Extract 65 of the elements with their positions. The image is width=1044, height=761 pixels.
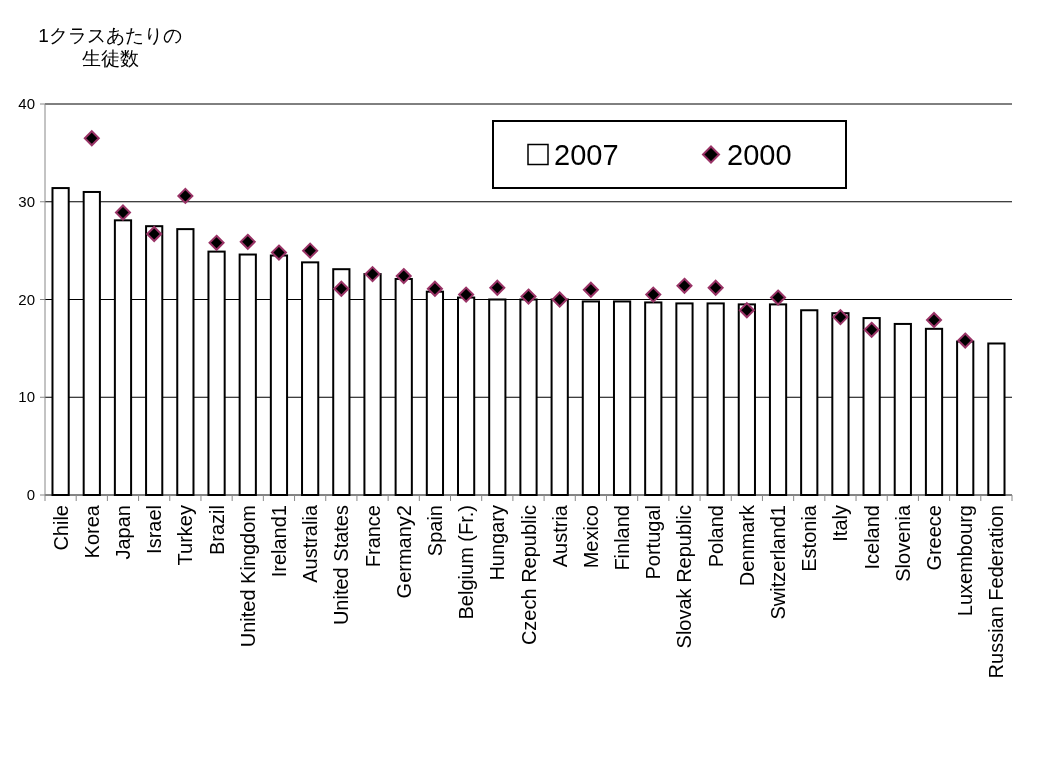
point: [333, 280, 350, 297]
x-tick-label: Iceland: [860, 505, 883, 570]
y-tick-label: 30: [18, 192, 35, 210]
x-tick-label: Ireland1: [267, 505, 290, 578]
x-tick-label: Poland: [704, 505, 727, 568]
point: [676, 277, 693, 294]
x-tick-label: Australia: [299, 504, 322, 583]
point: [83, 130, 100, 147]
point: [270, 244, 287, 261]
point: [239, 233, 256, 250]
x-tick-label: Austria: [548, 504, 571, 568]
x-tick-label: United Kingdom: [236, 505, 259, 648]
x-tick-label: Czech Republic: [517, 505, 540, 646]
y-tick-label: 40: [18, 95, 35, 112]
point: [957, 332, 974, 349]
point: [302, 242, 319, 259]
point: [832, 309, 849, 326]
point: [208, 234, 225, 251]
x-tick-label: France: [361, 505, 384, 568]
point: [146, 226, 163, 243]
x-tick-label: Spain: [423, 505, 446, 557]
x-tick-label: Japan: [111, 505, 134, 560]
x-tick-label: Switzerland1: [767, 505, 790, 620]
x-tick-label: Germany2: [392, 505, 415, 599]
point: [520, 288, 537, 305]
x-tick-label: Estonia: [798, 504, 821, 572]
x-tick-label: Hungary: [486, 505, 509, 581]
x-tick-label: Brazil: [205, 505, 228, 556]
legend-label: 2007: [554, 138, 619, 171]
x-tick-label: Italy: [829, 505, 852, 542]
x-tick-label: United States: [330, 505, 353, 626]
x-tick-label: Israel: [143, 505, 166, 554]
y-tick-label: 20: [18, 290, 35, 308]
x-tick-label: Turkey: [174, 505, 197, 566]
point: [114, 204, 131, 221]
point: [863, 321, 880, 338]
x-tick-label: Denmark: [735, 504, 758, 587]
x-tick-label: Portugal: [642, 505, 665, 580]
point: [364, 266, 381, 283]
point: [582, 281, 599, 298]
point: [177, 187, 194, 204]
point: [489, 279, 506, 296]
x-tick-label: Belgium (Fr.): [455, 505, 478, 620]
point: [458, 286, 475, 303]
point: [926, 312, 943, 329]
point: [426, 280, 443, 297]
point: [738, 302, 755, 319]
point: [395, 268, 412, 285]
x-tick-label: Finland: [611, 505, 634, 571]
y-tick-label: 10: [18, 388, 35, 406]
x-tick-label: Chile: [49, 505, 72, 551]
x-tick-label: Greece: [923, 505, 946, 571]
x-tick-label: Korea: [80, 504, 103, 559]
x-tick-label: Russian Federation: [985, 505, 1008, 679]
x-tick-label: Slovenia: [891, 504, 914, 582]
point: [707, 279, 724, 296]
point: [645, 286, 662, 303]
x-tick-label: Slovak Republic: [673, 505, 696, 649]
y-axis-title: 1クラスあたりの生徒数: [38, 25, 182, 69]
point: [770, 289, 787, 306]
point: [551, 291, 568, 308]
y-tick-label: 0: [26, 486, 35, 503]
legend-label: 2000: [727, 138, 792, 171]
x-tick-label: Mexico: [579, 505, 602, 569]
x-tick-label: Luxembourg: [954, 505, 977, 617]
